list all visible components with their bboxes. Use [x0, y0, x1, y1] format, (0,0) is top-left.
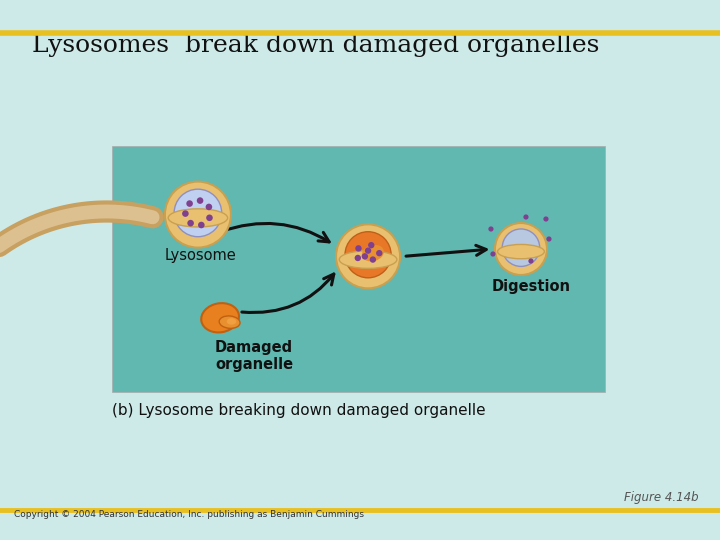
Ellipse shape	[362, 245, 384, 261]
Text: Digestion: Digestion	[492, 279, 571, 294]
Text: (b) Lysosome breaking down damaged organelle: (b) Lysosome breaking down damaged organ…	[112, 403, 485, 418]
Text: Figure 4.14b: Figure 4.14b	[624, 491, 698, 504]
Circle shape	[336, 224, 400, 288]
Circle shape	[376, 250, 382, 256]
Circle shape	[182, 210, 189, 217]
Ellipse shape	[168, 209, 228, 227]
Circle shape	[544, 217, 549, 221]
Circle shape	[503, 229, 540, 266]
Circle shape	[495, 223, 547, 275]
Circle shape	[206, 214, 213, 221]
Bar	[112, 146, 605, 392]
Circle shape	[368, 242, 374, 248]
Text: Lysosomes  break down damaged organelles: Lysosomes break down damaged organelles	[32, 33, 600, 57]
Text: Damaged
organelle: Damaged organelle	[215, 340, 293, 372]
Circle shape	[355, 255, 361, 261]
Circle shape	[198, 222, 204, 228]
Text: Copyright © 2004 Pearson Education, Inc. publishing as Benjamin Cummings: Copyright © 2004 Pearson Education, Inc.…	[14, 510, 364, 518]
Circle shape	[523, 214, 528, 220]
Ellipse shape	[219, 316, 240, 328]
Circle shape	[355, 245, 361, 252]
Circle shape	[528, 259, 534, 264]
Circle shape	[186, 200, 193, 207]
Circle shape	[488, 226, 493, 232]
Circle shape	[490, 252, 495, 256]
Circle shape	[197, 197, 203, 204]
Circle shape	[165, 181, 231, 248]
Circle shape	[365, 247, 372, 254]
Circle shape	[187, 220, 194, 226]
Ellipse shape	[339, 251, 397, 268]
Circle shape	[361, 253, 368, 260]
Circle shape	[345, 232, 391, 278]
Ellipse shape	[201, 303, 239, 333]
Circle shape	[206, 204, 212, 210]
Circle shape	[369, 256, 376, 263]
Ellipse shape	[227, 318, 236, 325]
Polygon shape	[112, 212, 153, 217]
Circle shape	[174, 189, 222, 237]
Text: Lysosome: Lysosome	[165, 248, 237, 262]
Circle shape	[546, 237, 552, 241]
Ellipse shape	[498, 245, 544, 259]
